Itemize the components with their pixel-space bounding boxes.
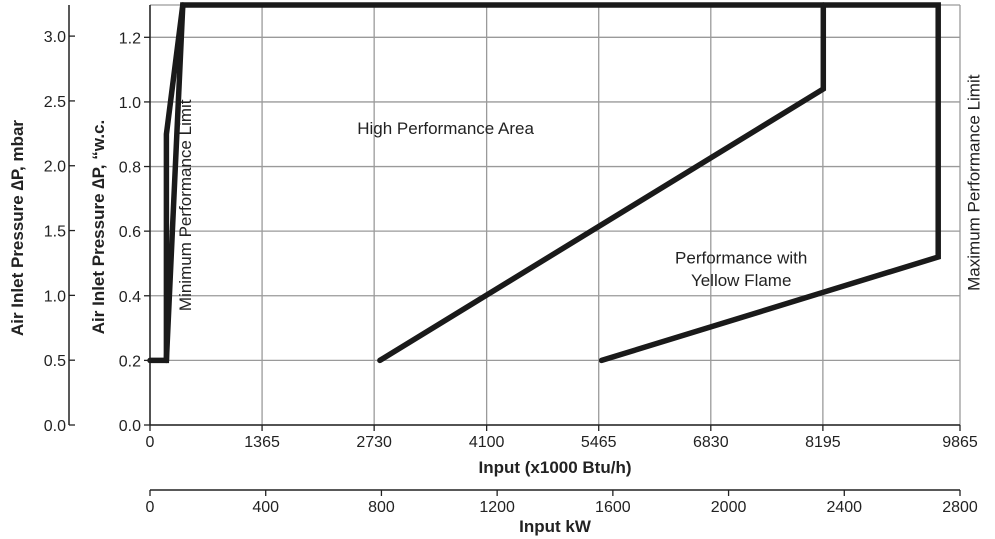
y-tick-label-2: 0.4 [119, 289, 141, 306]
series-line-left-boundary [163, 2, 186, 364]
x-tick-label-7: 9865 [942, 434, 978, 451]
series-line-outer-boundary [147, 2, 941, 364]
x-tick-label-6: 8195 [805, 434, 841, 451]
y-axis-secondary-title: Air Inlet Pressure ∆P, mbar [8, 120, 27, 336]
x2-tick-label-3: 1200 [479, 499, 515, 516]
y2-tick-label-1: 0.5 [44, 353, 66, 370]
annotations: High Performance Area Performance with Yel… [176, 74, 983, 311]
x2-tick-label-5: 2000 [711, 499, 747, 516]
y2-tick-label-2: 1.0 [44, 288, 66, 305]
y-axis-secondary-ticks: 0.0 0.5 1.0 1.5 2.0 2.5 3.0 [44, 29, 75, 435]
x-tick-label-3: 4100 [469, 434, 505, 451]
x-tick-label-2: 2730 [356, 434, 392, 451]
y-tick-label-6: 1.2 [119, 30, 141, 47]
x-axis-secondary-ticks: 0 400 800 1200 1600 2000 2400 2800 [146, 490, 978, 516]
y-tick-label-0: 0.0 [119, 418, 141, 435]
y2-tick-label-0: 0.0 [44, 418, 66, 435]
y-tick-label-1: 0.2 [119, 353, 141, 370]
y2-tick-label-4: 2.0 [44, 159, 66, 176]
grid [149, 4, 961, 426]
y2-tick-label-3: 1.5 [44, 224, 66, 241]
x2-tick-label-7: 2800 [942, 499, 978, 516]
annotation-1: Performance with [675, 248, 807, 267]
annotation-0: High Performance Area [357, 119, 534, 138]
x-axis-secondary-title: Input kW [519, 517, 592, 536]
y-tick-label-3: 0.6 [119, 224, 141, 241]
x2-tick-label-4: 1600 [595, 499, 631, 516]
y-tick-label-5: 1.0 [119, 95, 141, 112]
x-axis-ticks: 0 1365 2730 4100 5465 6830 8195 9865 [146, 425, 978, 451]
plot-frame [68, 5, 960, 491]
y-axis-title: Air Inlet Pressure ∆P, “w.c. [89, 120, 108, 335]
series-group [147, 2, 941, 364]
x-tick-label-0: 0 [146, 434, 155, 451]
annotation-4: Maximum Performance Limit [964, 74, 983, 291]
annotation-3: Minimum Performance Limit [176, 99, 195, 311]
series-line-high-performance-boundary [377, 2, 827, 364]
y-tick-label-4: 0.8 [119, 160, 141, 177]
x2-tick-label-1: 400 [252, 499, 279, 516]
x-tick-label-4: 5465 [581, 434, 617, 451]
y-axis-ticks: 0.0 0.2 0.4 0.6 0.8 1.0 1.2 [119, 30, 150, 435]
y2-tick-label-5: 2.5 [44, 94, 66, 111]
x2-tick-label-0: 0 [146, 499, 155, 516]
annotation-2: Yellow Flame [691, 271, 791, 290]
x-axis-title: Input (x1000 Btu/h) [478, 458, 631, 477]
x2-tick-label-2: 800 [368, 499, 395, 516]
x-tick-label-5: 6830 [693, 434, 729, 451]
x-tick-label-1: 1365 [244, 434, 280, 451]
x2-tick-label-6: 2400 [826, 499, 862, 516]
y2-tick-label-6: 3.0 [44, 29, 66, 46]
